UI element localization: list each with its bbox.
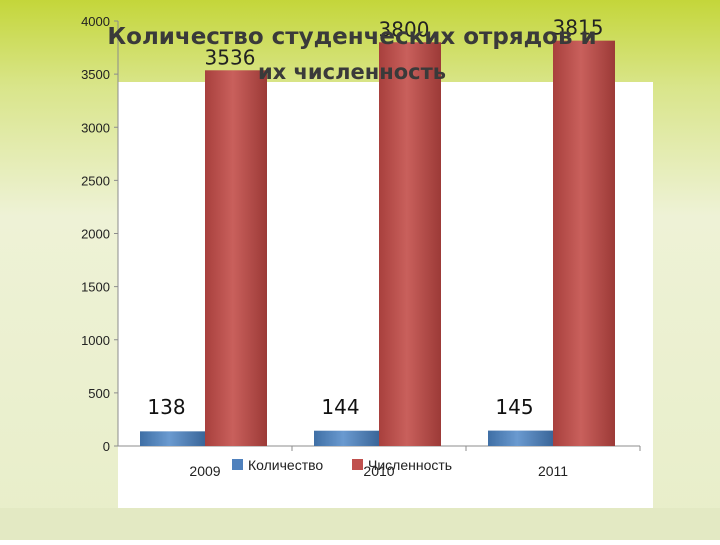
data-label-size-2010: 3800: [379, 17, 430, 41]
legend-swatch-1: [352, 459, 363, 470]
data-label-size-2011: 3815: [553, 16, 604, 40]
data-label-count-2010: 144: [321, 395, 359, 419]
bar-size-2009: [205, 70, 267, 447]
bar-size-2011: [553, 40, 615, 446]
bar-count-2009: [140, 431, 205, 446]
plot-layer: 0 500 1000 1500 2000 2500 3000 3500 4000 138 3536 2…: [81, 14, 641, 479]
y-tick-label: 2000: [81, 227, 110, 242]
y-tick-label: 3000: [81, 120, 110, 135]
chart-title-line2: их численность: [257, 60, 447, 84]
y-tick-label: 4000: [81, 14, 110, 29]
y-tick-label: 3500: [81, 67, 110, 82]
legend-swatch-0: [232, 459, 243, 470]
y-tick-label: 0: [103, 439, 110, 454]
slide-corner-shade: [0, 508, 720, 540]
y-tick-label: 2500: [81, 173, 110, 188]
bar-count-2010: [314, 430, 379, 446]
chart-title-line1: Количество студенческих отрядов и: [107, 24, 597, 50]
legend-label-0: Количество: [248, 457, 323, 473]
x-tick-label-2010: 2010: [363, 463, 394, 479]
data-label-count-2009: 138: [147, 395, 185, 419]
legend-label-1: Численность: [368, 457, 452, 473]
y-tick-label: 1000: [81, 333, 110, 348]
data-label-size-2009: 3536: [205, 45, 256, 69]
data-label-count-2011: 145: [495, 395, 533, 419]
x-tick-label-2011: 2011: [538, 463, 568, 479]
y-tick-label: 1500: [81, 280, 110, 295]
bar-count-2011: [488, 430, 553, 446]
y-tick-label: 500: [88, 386, 110, 401]
bar-size-2010: [379, 42, 441, 446]
x-tick-label-2009: 2009: [189, 463, 220, 479]
